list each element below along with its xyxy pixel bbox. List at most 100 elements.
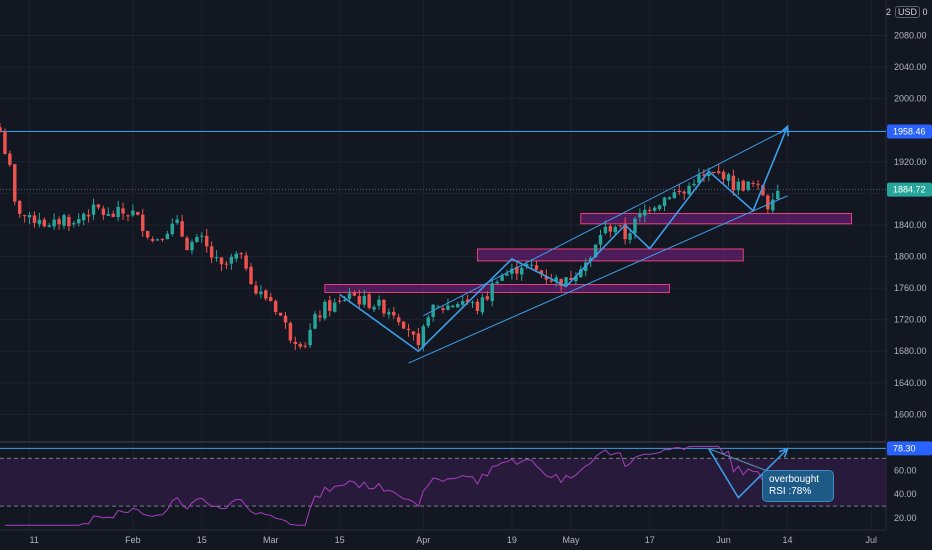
chart-grid — [0, 0, 886, 530]
candle-body — [27, 215, 32, 218]
candle-body — [155, 239, 160, 241]
resistance-price-tag-text: 1958.46 — [893, 126, 926, 136]
candle-body — [52, 219, 56, 227]
candle-body — [564, 277, 568, 286]
candle-body — [707, 173, 711, 177]
candle-body — [313, 314, 317, 329]
candle-body — [643, 209, 647, 216]
candle-body — [239, 253, 243, 255]
candle-body — [766, 195, 770, 210]
candle-body — [406, 328, 411, 331]
candle-body — [426, 317, 430, 326]
candle-body — [623, 224, 627, 240]
rsi-tick-label: 20.00 — [894, 513, 917, 523]
candle-body — [229, 256, 234, 264]
candle-body — [180, 221, 184, 237]
candle-body — [136, 211, 140, 215]
candle-body — [500, 275, 504, 281]
callout-line-2: RSI :78% — [769, 486, 812, 497]
candle-body — [421, 326, 426, 347]
candle-body — [96, 204, 101, 208]
candle-body — [214, 257, 219, 259]
candle-body — [711, 171, 716, 174]
candle-body — [515, 266, 519, 274]
candle-body — [475, 301, 480, 311]
candle-body — [106, 214, 111, 216]
candle-body — [387, 312, 391, 315]
price-tick-label: 1720.00 — [894, 315, 927, 325]
candle-body — [367, 294, 371, 308]
candle-body — [751, 182, 755, 184]
candle-body — [588, 258, 593, 261]
price-tick-label: 1920.00 — [894, 157, 927, 167]
candle-body — [308, 329, 312, 346]
price-tick-label: 1840.00 — [894, 220, 927, 230]
zone-3 — [580, 212, 853, 225]
currency-indicator[interactable]: 2 USD 0 — [886, 4, 932, 20]
candle-body — [205, 235, 209, 247]
candlesticks — [0, 123, 780, 352]
candle-body — [283, 315, 288, 323]
candle-body — [190, 242, 194, 251]
candle-body — [234, 253, 238, 259]
candle-body — [150, 239, 155, 241]
candle-body — [648, 209, 652, 211]
candle-body — [116, 206, 120, 218]
rsi-zigzag — [708, 448, 789, 500]
candle-body — [72, 223, 76, 225]
candle-body — [446, 305, 450, 310]
candle-body — [411, 331, 416, 335]
candle-body — [392, 311, 396, 316]
candle-body — [121, 208, 125, 214]
candle-body — [436, 306, 440, 308]
price-tick-label: 1640.00 — [894, 378, 927, 388]
candle-body — [372, 307, 376, 310]
candle-body — [91, 204, 96, 215]
candle-body — [268, 297, 273, 301]
time-tick-label: 19 — [507, 535, 517, 545]
candle-body — [332, 302, 337, 312]
candle-body — [200, 235, 204, 237]
price-tick-label: 2040.00 — [894, 62, 927, 72]
overbought-callout: overbought RSI :78% — [762, 470, 834, 502]
candle-body — [638, 213, 642, 218]
candle-body — [224, 263, 229, 265]
trendlines[interactable] — [339, 124, 789, 364]
candle-body — [731, 175, 736, 191]
candle-body — [702, 174, 706, 176]
candle-body — [456, 304, 460, 308]
candle-body — [111, 213, 115, 217]
candle-body — [667, 197, 672, 200]
price-tick-label: 1600.00 — [894, 409, 927, 419]
candle-body — [42, 219, 47, 227]
zigzag-arrowhead — [779, 124, 789, 137]
rsi-indicator — [0, 445, 886, 526]
candle-body — [57, 219, 61, 225]
candle-body — [8, 153, 12, 165]
candle-body — [672, 192, 677, 199]
candle-body — [219, 257, 224, 265]
candle-body — [273, 301, 278, 313]
candle-body — [490, 283, 494, 302]
callout-line-1: overbought — [769, 474, 820, 485]
callout-connector — [708, 448, 771, 473]
candle-body — [598, 235, 603, 245]
candle-body — [278, 312, 283, 316]
time-axis[interactable]: 11 Feb 15 Mar 15 Apr 19 May 17 Jun 14 Jul — [30, 535, 877, 545]
candle-body — [657, 205, 662, 210]
candle-body — [687, 185, 691, 195]
candle-body — [86, 214, 91, 217]
zone-1 — [324, 284, 670, 293]
candle-body — [579, 269, 583, 278]
time-tick-label: 11 — [30, 535, 39, 545]
candle-body — [510, 268, 514, 274]
candle-body — [77, 219, 81, 224]
candle-body — [534, 265, 539, 270]
candle-body — [495, 281, 499, 284]
candle-body — [529, 264, 534, 266]
candle-body — [195, 236, 199, 242]
candle-body — [416, 333, 421, 345]
currency-label: USD — [895, 6, 921, 18]
candle-body — [323, 301, 327, 319]
